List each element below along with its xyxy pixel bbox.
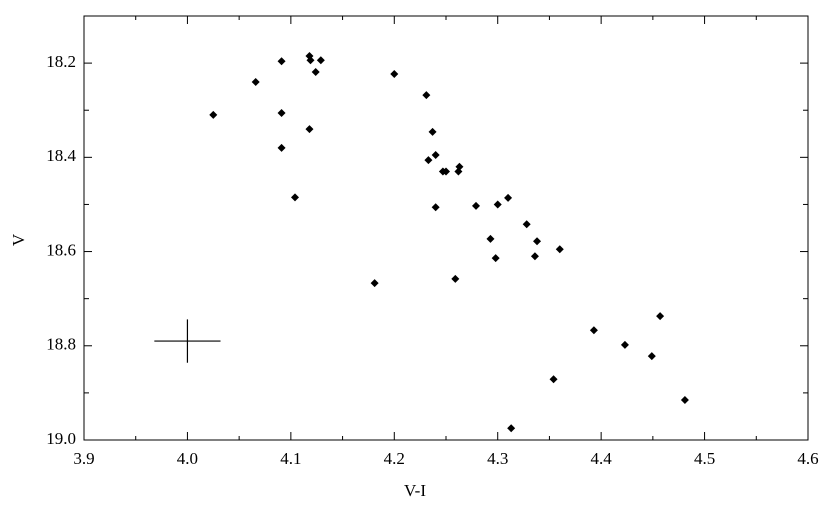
data-point [647,352,656,361]
data-point [251,77,260,86]
x-tick-label: 4.5 [694,449,715,468]
data-point [530,252,539,261]
data-point [390,69,399,78]
data-point [306,56,315,65]
x-tick-label: 4.0 [177,449,198,468]
data-point [533,237,542,246]
data-point [549,375,558,384]
data-point [491,254,500,263]
data-point [507,424,516,433]
y-tick-label: 18.6 [46,240,76,259]
data-point [493,200,502,209]
data-point [424,156,433,165]
x-tick-label: 4.4 [591,449,613,468]
data-point [311,68,320,77]
y-axis-label: V [9,233,28,246]
data-point [504,193,513,202]
data-point [209,110,218,119]
data-point [486,234,495,243]
data-point [370,279,379,288]
x-tick-label: 4.2 [384,449,405,468]
data-point [305,125,314,134]
data-point [316,56,325,65]
data-point [555,245,564,254]
data-point [442,167,450,176]
data-point [522,220,531,229]
y-tick-label: 18.8 [46,335,76,354]
y-tick-label: 19.0 [46,429,76,448]
data-point [277,57,286,66]
data-point [620,340,629,349]
data-point [589,326,598,335]
data-point [277,143,286,152]
data-point [451,274,460,283]
data-point [422,91,431,100]
x-tick-label: 4.1 [280,449,301,468]
data-point [428,127,437,136]
data-point [656,312,665,321]
plot-frame [83,15,809,441]
x-tick-label: 3.9 [73,449,94,468]
data-point [431,203,440,212]
x-axis-label: V-I [404,481,426,500]
x-tick-label: 4.6 [797,449,818,468]
data-point [290,193,299,202]
y-tick-label: 18.4 [46,146,76,165]
x-tick-label: 4.3 [487,449,508,468]
data-point [471,201,480,210]
data-point [277,109,286,118]
data-point [454,167,463,176]
y-tick-label: 18.2 [46,52,76,71]
data-point [680,395,689,404]
data-point [431,150,440,159]
